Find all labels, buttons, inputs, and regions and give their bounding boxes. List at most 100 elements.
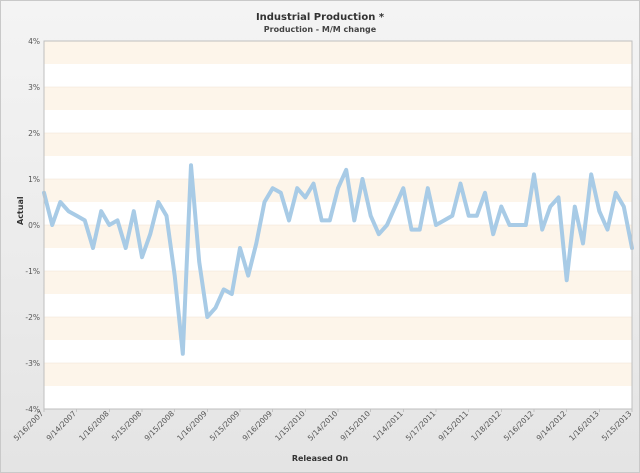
data-point <box>271 187 274 190</box>
data-point <box>173 274 176 277</box>
grid-band <box>44 340 632 363</box>
data-point <box>67 210 70 213</box>
data-point <box>255 242 258 245</box>
data-point <box>116 219 119 222</box>
plot-border <box>43 40 633 410</box>
data-point <box>353 219 356 222</box>
data-point <box>304 196 307 199</box>
data-point <box>197 260 201 263</box>
x-tick-label: 1/16/2013 <box>567 409 601 443</box>
data-point <box>312 182 315 185</box>
data-point <box>557 196 560 199</box>
data-point <box>222 288 225 291</box>
x-tick-label: 1/18/2012 <box>469 409 503 443</box>
data-point <box>549 205 552 208</box>
data-point <box>361 177 364 181</box>
grid-band <box>44 363 632 386</box>
data-point <box>500 205 503 208</box>
data-point <box>442 219 446 222</box>
data-point <box>622 205 626 208</box>
data-point <box>279 191 283 194</box>
series-group <box>42 163 634 356</box>
data-point <box>328 219 332 222</box>
y-tick-label: -4% <box>25 405 40 414</box>
data-point <box>83 219 87 222</box>
data-point <box>75 214 78 217</box>
data-point <box>246 274 250 277</box>
x-tick-label: 1/16/2009 <box>175 409 209 443</box>
data-point <box>516 223 519 227</box>
x-tick-label: 9/16/2009 <box>241 409 275 443</box>
data-point <box>91 246 95 250</box>
data-point <box>287 219 291 222</box>
data-point <box>614 191 617 194</box>
data-point <box>132 210 136 213</box>
chart-subtitle: Production - M/M change <box>263 25 377 34</box>
x-tick-label: 5/16/2012 <box>502 409 536 443</box>
data-point <box>214 306 217 309</box>
grid-band <box>44 271 632 294</box>
chart-title: Industrial Production * <box>255 12 385 23</box>
x-axis-label: Released On <box>291 454 349 463</box>
x-tick-label: 1/14/2011 <box>371 409 405 443</box>
data-point <box>263 200 266 204</box>
data-point <box>124 246 127 250</box>
y-tick-label: 4% <box>28 37 40 46</box>
data-point <box>393 205 397 208</box>
grid-band <box>44 225 632 248</box>
data-point <box>344 168 348 171</box>
grid-band <box>44 248 632 271</box>
data-point <box>320 219 323 222</box>
data-point <box>165 214 168 217</box>
grid-band <box>44 386 632 409</box>
y-tick-label: -3% <box>25 359 40 368</box>
data-point <box>483 191 487 194</box>
data-point <box>402 187 405 190</box>
data-point <box>459 182 462 185</box>
x-tick-label: 9/14/2007 <box>45 409 79 443</box>
data-point <box>148 233 152 236</box>
data-point <box>581 242 585 245</box>
data-point <box>238 246 242 250</box>
data-point <box>230 292 234 296</box>
data-point <box>475 214 479 217</box>
data-point <box>410 228 413 231</box>
grid-band <box>44 41 632 64</box>
x-tick-label: 5/17/2011 <box>404 409 438 443</box>
grid-band <box>44 156 632 179</box>
x-tick-label: 1/16/2008 <box>77 409 111 443</box>
y-tick-label: 2% <box>28 129 40 138</box>
data-point <box>295 187 299 190</box>
data-point <box>434 223 438 227</box>
y-tick-label: 3% <box>28 83 40 92</box>
data-point <box>524 223 528 227</box>
x-axis-ticks: 5/16/2007 9/14/2007 1/16/2008 5/15/2008 9/15… <box>12 409 634 443</box>
x-tick-label: 9/15/2011 <box>437 409 471 443</box>
data-point <box>50 223 54 227</box>
x-tick-label: 1/15/2010 <box>273 409 307 443</box>
data-point <box>418 228 421 231</box>
data-point <box>508 223 511 227</box>
grid-band <box>44 133 632 156</box>
data-point <box>369 214 372 217</box>
grid-band <box>44 294 632 317</box>
data-point <box>189 164 193 167</box>
y-axis-ticks: 4% 3% 2% 1% 0% -1% -2% -3% -4% <box>25 37 40 414</box>
data-point <box>59 200 62 204</box>
data-point <box>181 352 185 355</box>
y-tick-label: 1% <box>28 175 40 184</box>
grid-band <box>44 317 632 340</box>
data-point <box>467 214 470 217</box>
data-point <box>99 210 103 213</box>
x-tick-label: 9/14/2012 <box>535 409 569 443</box>
x-tick-label: 5/15/2008 <box>110 409 144 443</box>
x-tick-label: 5/15/2009 <box>208 409 242 443</box>
x-tick-label: 5/14/2010 <box>306 409 340 443</box>
data-point <box>206 315 209 319</box>
data-point <box>573 205 577 208</box>
data-point <box>589 173 593 176</box>
data-point <box>598 210 601 213</box>
data-point <box>451 214 454 217</box>
x-tick-label: 5/15/2013 <box>600 409 634 443</box>
